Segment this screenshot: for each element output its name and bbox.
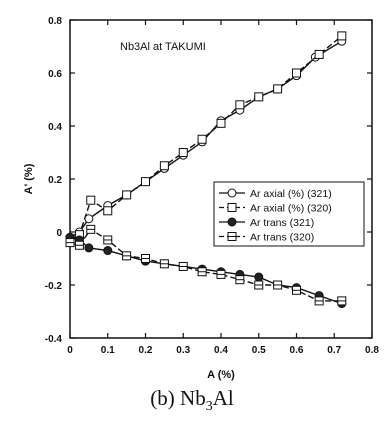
data-point-ar-trans-320 xyxy=(74,240,84,250)
data-point-ar-axial-320 xyxy=(235,100,245,110)
x-tick-label: 0.6 xyxy=(290,345,304,356)
x-tick-label: 0.5 xyxy=(252,345,266,356)
data-point-ar-axial-320-shape xyxy=(159,161,169,171)
y-tick-label: 0 xyxy=(56,228,62,239)
legend-label-ar-trans-320: Ar trans (320) xyxy=(250,232,314,244)
data-point-ar-axial-320-shape xyxy=(178,148,188,157)
data-point-ar-axial-320-shape xyxy=(122,190,132,200)
data-point-ar-axial-320 xyxy=(197,134,207,144)
legend-label-ar-axial-320: Ar axial (%) (320) xyxy=(250,203,332,215)
figure-caption: (b) Nb3Al xyxy=(0,386,384,415)
legend-label-ar-trans-321: Ar trans (321) xyxy=(250,217,314,229)
series-line-ar-trans-320 xyxy=(69,228,342,302)
data-point-ar-axial-320 xyxy=(141,177,150,187)
data-point-ar-trans-320 xyxy=(141,254,150,263)
legend-marker-ar-trans-321 xyxy=(227,217,237,227)
data-point-ar-trans-321 xyxy=(84,243,94,253)
y-tick-label: 0.6 xyxy=(48,69,62,80)
data-point-ar-axial-320 xyxy=(314,49,324,59)
data-point-ar-trans-320 xyxy=(216,269,226,279)
data-point-ar-trans-321-shape xyxy=(103,246,113,256)
series-line-ar-axial-320 xyxy=(69,35,343,241)
x-tick-label: 0.4 xyxy=(214,345,228,356)
data-point-ar-axial-320 xyxy=(292,68,301,78)
data-point-ar-trans-320 xyxy=(86,224,96,234)
chart-annotation: Nb3Al at TAKUMI xyxy=(120,41,206,53)
data-point-ar-trans-320 xyxy=(197,267,207,277)
data-point-ar-trans-320 xyxy=(337,296,347,306)
data-point-ar-axial-320-shape xyxy=(86,195,96,205)
data-point-ar-axial-320-shape xyxy=(292,68,301,78)
legend-marker-ar-axial-321 xyxy=(227,188,237,198)
data-point-ar-axial-320-shape xyxy=(197,134,207,144)
legend: Ar axial (%) (321) Ar axial (%) (320) Ar t… xyxy=(213,181,365,247)
plot-frame xyxy=(69,19,373,339)
data-point-ar-axial-320-shape xyxy=(337,31,347,41)
data-point-ar-axial-320 xyxy=(122,190,132,200)
data-point-ar-axial-320-shape xyxy=(103,206,113,216)
data-point-ar-trans-320 xyxy=(273,280,283,290)
data-point-ar-axial-320 xyxy=(216,118,226,128)
data-point-ar-axial-320 xyxy=(254,92,264,102)
legend-marker-ar-axial-320-shape xyxy=(227,203,237,212)
series-line-ar-trans-321 xyxy=(69,236,343,305)
data-point-ar-axial-320 xyxy=(273,84,283,94)
data-point-ar-trans-320 xyxy=(254,280,264,290)
y-tick-label: -0.2 xyxy=(45,281,63,292)
y-tick-label: 0.4 xyxy=(48,122,62,133)
data-point-ar-axial-320-shape xyxy=(235,100,245,110)
y-axis-label: A' (%) xyxy=(23,163,35,194)
legend-label-ar-axial-321: Ar axial (%) (321) xyxy=(250,188,332,200)
caption-prefix: (b) Nb xyxy=(150,386,206,410)
legend-marker-ar-trans-321-shape xyxy=(227,217,237,227)
data-point-ar-trans-320 xyxy=(235,275,245,285)
data-point-ar-trans-321-shape xyxy=(84,243,94,253)
data-point-ar-trans-321 xyxy=(254,272,264,282)
data-point-ar-trans-320 xyxy=(103,235,113,245)
legend-marker-ar-trans-320 xyxy=(227,232,237,241)
y-tick-label: 0.2 xyxy=(48,175,62,186)
data-point-ar-axial-320-shape xyxy=(314,49,324,59)
data-point-ar-axial-320 xyxy=(337,31,347,41)
legend-marker-ar-axial-320 xyxy=(227,203,237,212)
x-tick-label: 0.2 xyxy=(139,345,153,356)
caption-subscript: 3 xyxy=(205,399,213,415)
data-point-ar-trans-321 xyxy=(103,246,113,256)
data-point-ar-axial-320-shape xyxy=(216,118,226,128)
x-tick-label: 0.1 xyxy=(101,345,115,356)
data-point-ar-axial-320 xyxy=(178,148,188,157)
series-ar-trans-320 xyxy=(65,224,347,306)
data-point-ar-trans-320 xyxy=(314,296,324,306)
data-point-ar-axial-320-shape xyxy=(254,92,264,102)
x-tick-label: 0.7 xyxy=(327,345,341,356)
data-point-ar-axial-320-shape xyxy=(273,84,283,94)
data-point-ar-axial-320-shape xyxy=(141,177,150,187)
data-point-ar-axial-320 xyxy=(159,161,169,171)
caption-suffix: Al xyxy=(212,386,234,410)
data-point-ar-trans-320 xyxy=(159,259,169,269)
series-line-ar-axial-321 xyxy=(69,40,343,238)
x-axis-label: A (%) xyxy=(207,369,235,381)
data-point-ar-trans-320 xyxy=(178,261,188,271)
data-point-ar-axial-320 xyxy=(103,206,113,216)
x-tick-label: 0 xyxy=(67,345,73,356)
data-point-ar-trans-320 xyxy=(292,285,301,295)
x-tick-label: 0.3 xyxy=(176,345,190,356)
data-point-ar-axial-320 xyxy=(86,195,96,205)
data-point-ar-trans-320 xyxy=(65,238,75,248)
y-tick-label: 0.8 xyxy=(48,16,62,27)
data-point-ar-trans-320 xyxy=(122,251,132,261)
x-tick-label: 0.8 xyxy=(365,345,379,356)
legend-marker-ar-axial-321-shape xyxy=(227,188,237,198)
chart: 0 0.1 0.2 0.3 0.4 0.5 0.6 0.7 0.8 0.8 0.6 0.4 0.2 0 -0… xyxy=(23,16,379,381)
data-point-ar-trans-321-shape xyxy=(254,272,264,282)
y-tick-label: -0.4 xyxy=(45,334,63,345)
